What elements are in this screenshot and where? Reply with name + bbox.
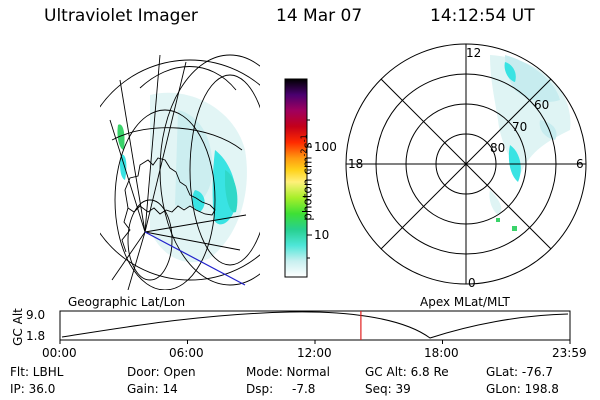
aurora-emission-geo xyxy=(117,92,247,263)
timeline-ytick-bottom: 1.8 xyxy=(26,329,46,343)
timeline-axis-label: GC Alt xyxy=(11,308,25,346)
colorbar-tick-100: 100 xyxy=(314,140,337,154)
info-glat: GLat: -76.7 xyxy=(486,365,553,379)
color-bar xyxy=(284,78,312,278)
lat-label-60: 60 xyxy=(534,98,550,112)
timeline-xtick-2359: 23:59 xyxy=(552,346,587,360)
mlt-label-18: 18 xyxy=(348,157,364,171)
geographic-map xyxy=(100,54,260,290)
coastline xyxy=(124,157,216,216)
info-door: Door: Open xyxy=(127,365,196,379)
polar-plot xyxy=(345,43,587,285)
info-ip: IP: 36.0 xyxy=(10,382,56,396)
info-gain: Gain: 14 xyxy=(127,382,178,396)
info-dsp-value: -7.8 xyxy=(292,382,316,396)
timeline-xtick-0600: 06:00 xyxy=(169,346,204,360)
altitude-curve xyxy=(61,311,569,339)
mlt-label-12: 12 xyxy=(466,46,482,60)
satellite-track xyxy=(144,231,246,286)
info-seq: Seq: 39 xyxy=(365,382,411,396)
timeline-right-title: Apex MLat/MLT xyxy=(420,295,510,309)
timeline-left-title: Geographic Lat/Lon xyxy=(68,295,186,309)
timeline-xtick-1200: 12:00 xyxy=(297,346,332,360)
info-mode: Mode: Normal xyxy=(246,365,330,379)
geo-grid xyxy=(100,54,260,290)
timeline-ytick-top: 9.0 xyxy=(26,308,46,322)
lat-label-80: 80 xyxy=(490,141,506,155)
colorbar-tick-10: 10 xyxy=(314,228,330,242)
info-filter: Flt: LBHL xyxy=(10,365,64,379)
colorbar-unit-label: photon cm-2s-1 xyxy=(299,134,315,221)
observation-time: 14:12:54 UT xyxy=(430,6,535,26)
timeline-plot xyxy=(59,310,571,344)
mlt-label-6: 6 xyxy=(576,157,584,171)
info-dsp-label: Dsp: xyxy=(246,382,274,396)
lat-label-70: 70 xyxy=(512,120,528,134)
timeline-xtick-1800: 18:00 xyxy=(424,346,459,360)
info-gc-alt: GC Alt: 6.8 Re xyxy=(365,365,449,379)
instrument-title: Ultraviolet Imager xyxy=(44,6,198,26)
info-glon: GLon: 198.8 xyxy=(486,382,559,396)
mlt-label-0: 0 xyxy=(468,276,476,290)
observation-date: 14 Mar 07 xyxy=(276,6,363,26)
timeline-xtick-0000: 00:00 xyxy=(42,346,77,360)
